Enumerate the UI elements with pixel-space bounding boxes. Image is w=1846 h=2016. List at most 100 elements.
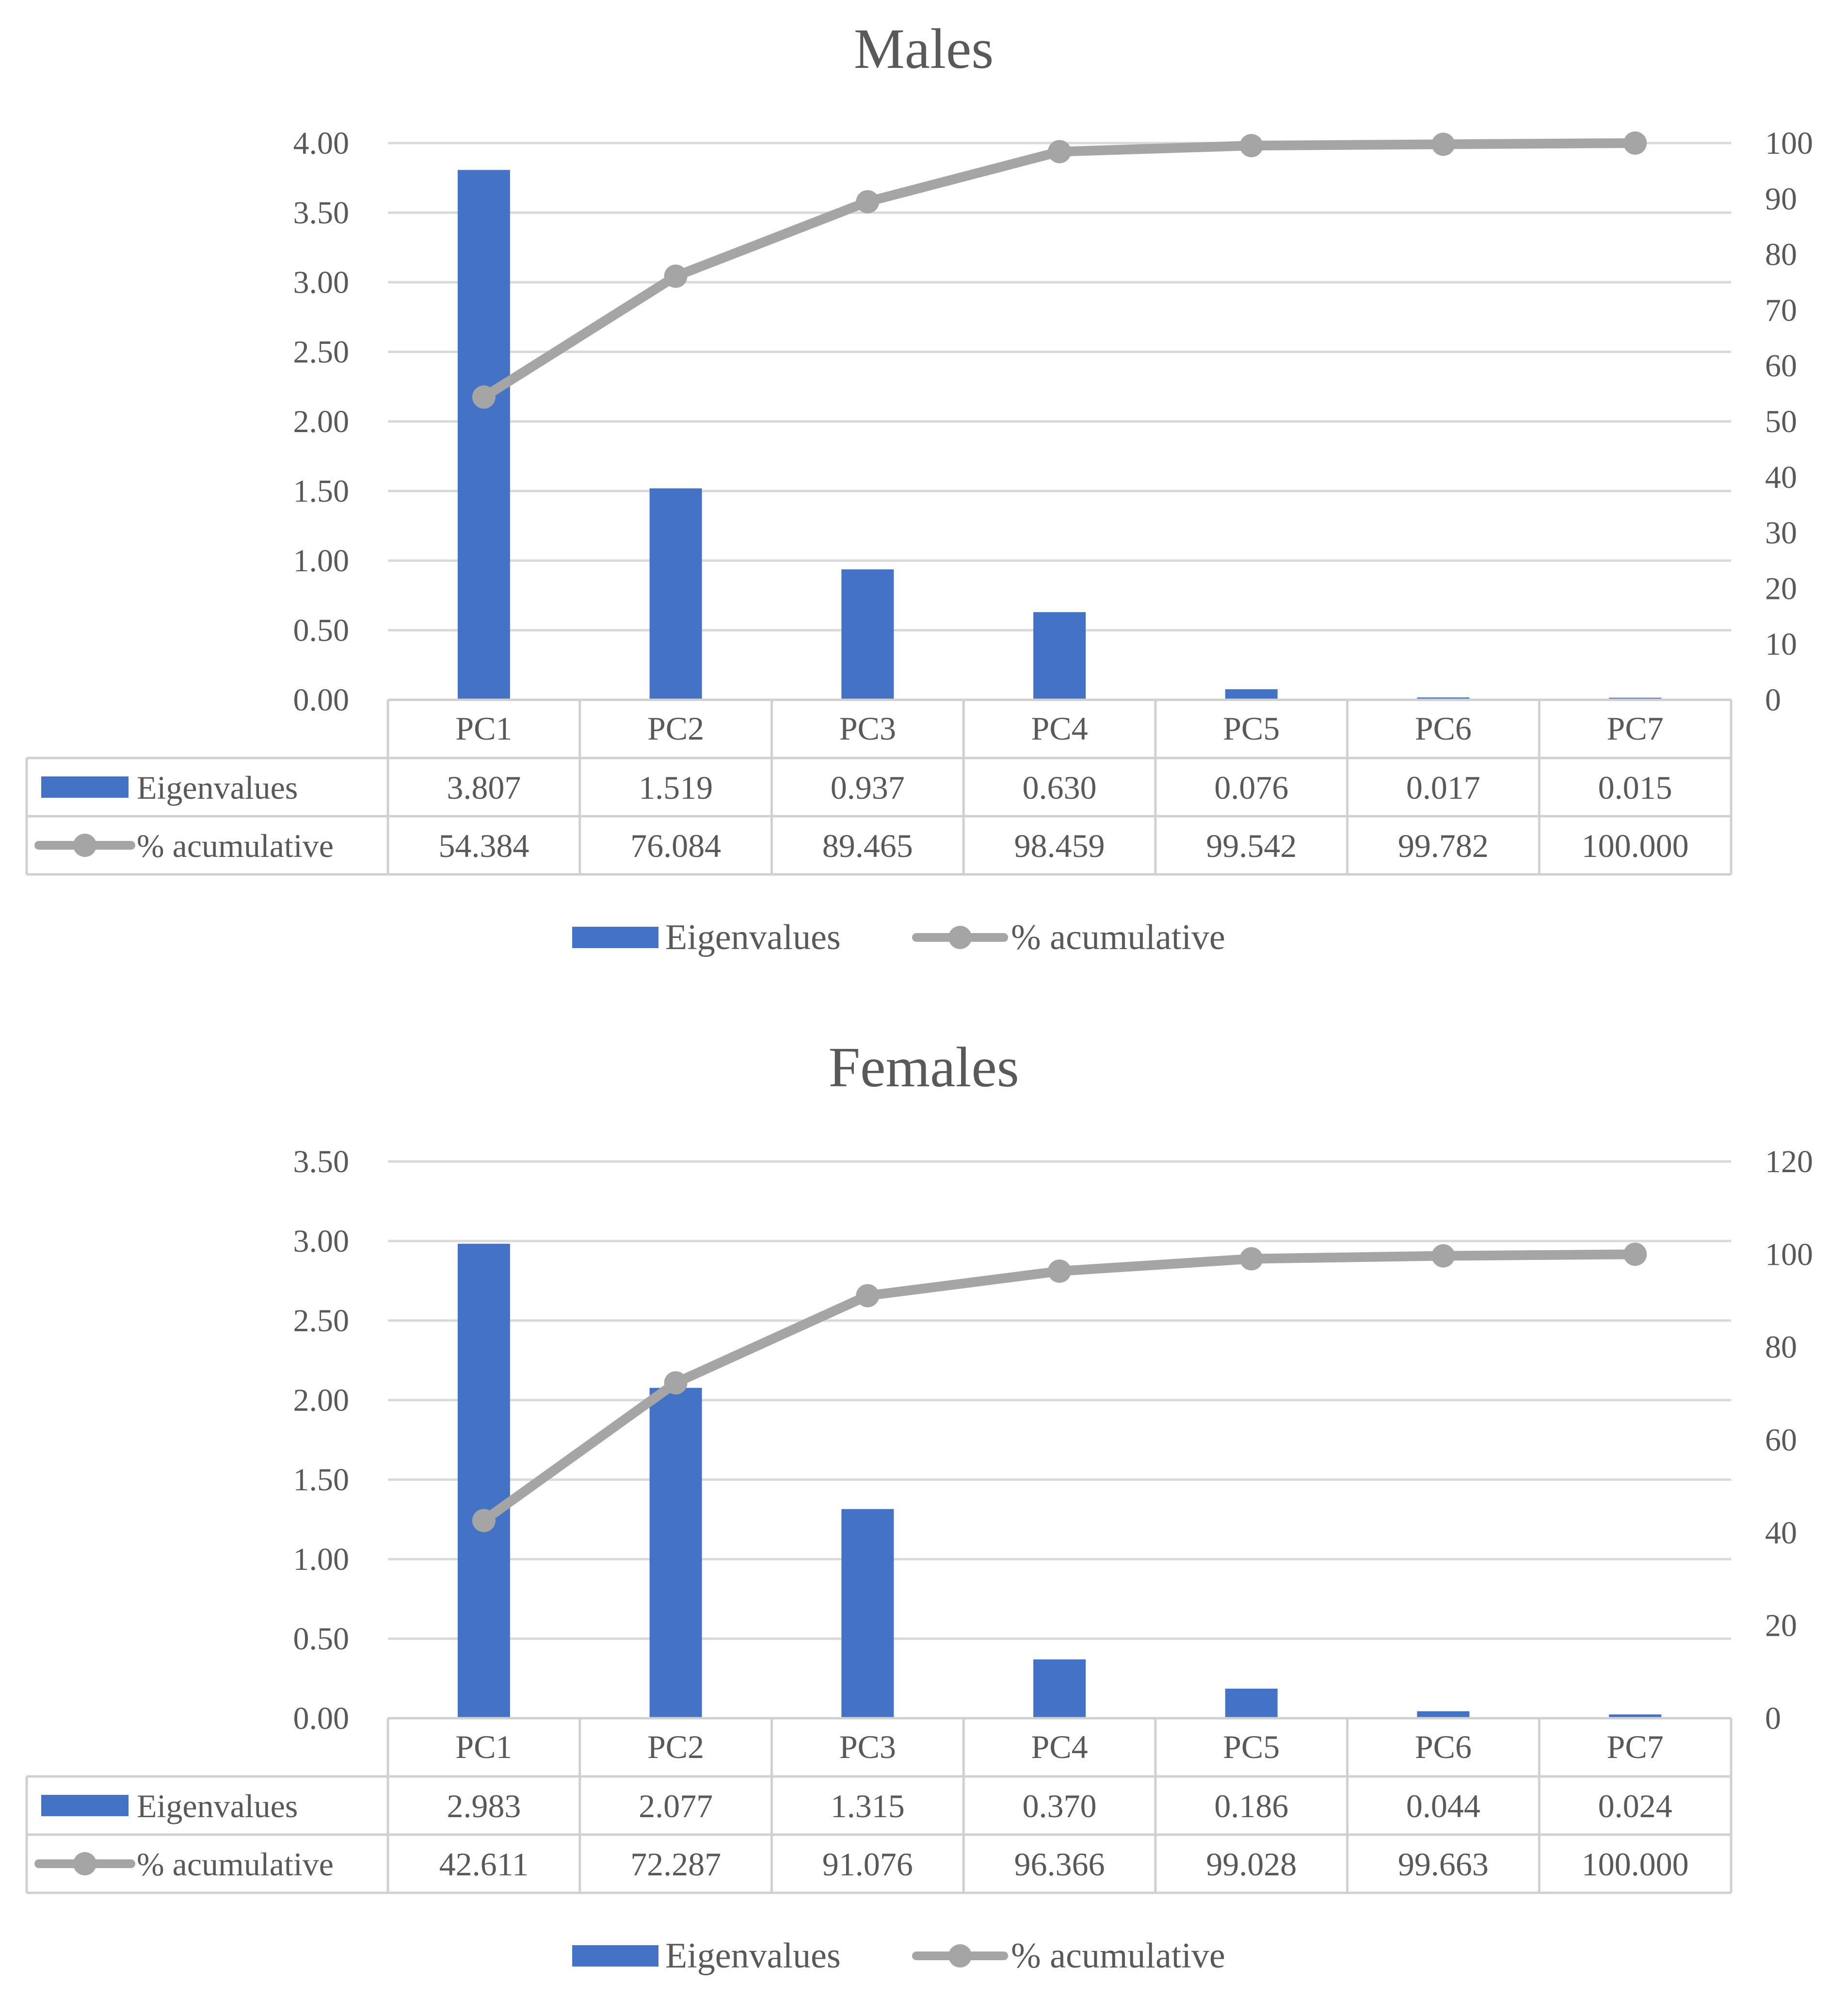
y-right-tick-label: 70 [1765,292,1797,328]
y-left-tick-label: 0.00 [293,682,350,718]
y-left-tick-label: 3.00 [293,265,350,300]
legend-key-bar [572,927,658,948]
y-right-tick-label: 10 [1765,627,1797,662]
y-right-tick-label: 0 [1765,1701,1781,1736]
category-label: PC1 [455,1728,512,1765]
y-left-tick-label: 0.50 [293,1621,350,1657]
data-table-value: 72.287 [630,1846,721,1883]
table-key-bar [41,776,128,798]
data-table [25,698,1733,876]
cumulative-point [1431,132,1455,156]
data-table-value: 42.611 [439,1846,529,1883]
legend-label: % acumulative [1011,1936,1225,1976]
data-table-value: 91.076 [822,1846,913,1883]
y-right-tick-label: 80 [1765,237,1797,273]
gridlines [388,1160,1731,1640]
y-left-tick-label: 2.50 [293,335,350,370]
legend-key-marker [948,926,972,949]
eigenvalue-bar [649,488,702,700]
y-left-tick-label: 1.50 [293,474,350,509]
data-table-value: 1.519 [639,769,713,806]
data-table-value: 1.315 [831,1788,905,1824]
y-right-tick-label: 40 [1765,460,1797,495]
y-left-tick-label: 3.50 [293,195,350,231]
y-right-tick-label: 0 [1765,682,1781,718]
data-table-value: 0.630 [1023,769,1097,806]
category-label: PC3 [839,1728,896,1765]
eigenvalue-bar [1033,1659,1086,1718]
y-left-tick-label: 2.00 [293,1383,350,1418]
table-key-marker [73,834,96,857]
y-right-tick-label: 100 [1765,126,1813,161]
y-left-tick-label: 2.00 [293,404,350,439]
category-label: PC4 [1031,1728,1088,1765]
cumulative-line [479,138,1640,402]
data-table [25,1717,1733,1894]
category-label: PC6 [1415,1728,1472,1765]
cumulative-point [664,1371,688,1395]
data-table-value: 99.542 [1206,827,1297,864]
y-right-tick-label: 60 [1765,1422,1797,1458]
y-right-tick-label: 30 [1765,516,1797,551]
cumulative-point [1048,1259,1071,1283]
cumulative-point [1623,131,1647,155]
eigenvalue-bar [1225,1688,1278,1718]
chart-svg: Males 0.00 0.50 1.00 1.50 2.00 2.50 3.00 3.50 4.0… [25,17,1813,957]
data-table-value: 100.000 [1582,827,1689,864]
data-table-value: 99.663 [1398,1846,1489,1883]
y-left-tick-label: 4.00 [293,126,350,161]
data-table-value: 98.459 [1014,827,1105,864]
eigenvalue-bar [841,569,894,700]
y-left-tick-label: 0.50 [293,613,350,648]
eigenvalue-bar [457,170,510,700]
y-right-tick-label: 20 [1765,571,1797,606]
data-table-value: 0.186 [1214,1788,1288,1824]
males-chart: Males 0.00 0.50 1.00 1.50 2.00 2.50 3.00 3.50 4.0… [0,0,1846,998]
y-left-tick-label: 1.00 [293,543,350,579]
legend-key-marker [948,1944,972,1968]
y-left-tick-label: 0.00 [293,1701,350,1736]
eigenvalue-bar [1225,689,1278,700]
eigenvalue-bar [1417,1711,1470,1718]
data-table-value: 0.370 [1023,1788,1097,1824]
cumulative-point [856,1284,880,1307]
y-right-tick-label: 60 [1765,348,1797,384]
chart-title: Males [854,17,994,81]
chart-svg: Females 0.00 0.50 1.00 1.50 2.00 2.50 3.00 3.50 0… [25,1035,1813,1976]
eigenvalue-bar [841,1509,894,1718]
y-right-tick-label: 90 [1765,181,1797,217]
y-left-tick-label: 1.50 [293,1462,350,1498]
data-table-value: 0.937 [831,769,905,806]
cumulative-point [664,264,688,288]
data-table-value: 99.782 [1398,827,1489,864]
gridlines [388,142,1731,631]
cumulative-point [472,1509,496,1532]
y-left-tick-label: 3.00 [293,1224,350,1259]
data-table-value: 76.084 [630,827,721,864]
cumulative-point [1623,1242,1647,1266]
legend-label: Eigenvalues [665,1936,841,1976]
data-table-value: 54.384 [438,827,529,864]
category-label: PC5 [1223,1728,1280,1765]
series-name: Eigenvalues [137,769,298,806]
females-chart: Females 0.00 0.50 1.00 1.50 2.00 2.50 3.00 3.50 0… [0,1018,1846,2016]
y-right-tick-label: 100 [1765,1237,1813,1272]
y-left-tick-label: 3.50 [293,1144,350,1179]
chart-title: Females [828,1035,1019,1099]
legend-key-bar [572,1945,658,1967]
y-right-tick-label: 20 [1765,1608,1797,1644]
category-label: PC7 [1607,710,1664,747]
legend: Eigenvalues % acumulative [572,918,1225,957]
data-table-value: 0.024 [1598,1788,1672,1824]
data-table-value: 99.028 [1206,1846,1297,1883]
data-table-value: 96.366 [1014,1846,1105,1883]
cumulative-point [1239,134,1263,158]
category-label: PC3 [839,710,896,747]
legend: Eigenvalues % acumulative [572,1936,1225,1976]
table-key-marker [73,1852,96,1875]
data-table-value: 3.807 [447,769,521,806]
series-name: % acumulative [137,827,334,864]
category-label: PC6 [1415,710,1472,747]
eigenvalue-bar [649,1387,702,1718]
legend-label: Eigenvalues [665,918,841,957]
